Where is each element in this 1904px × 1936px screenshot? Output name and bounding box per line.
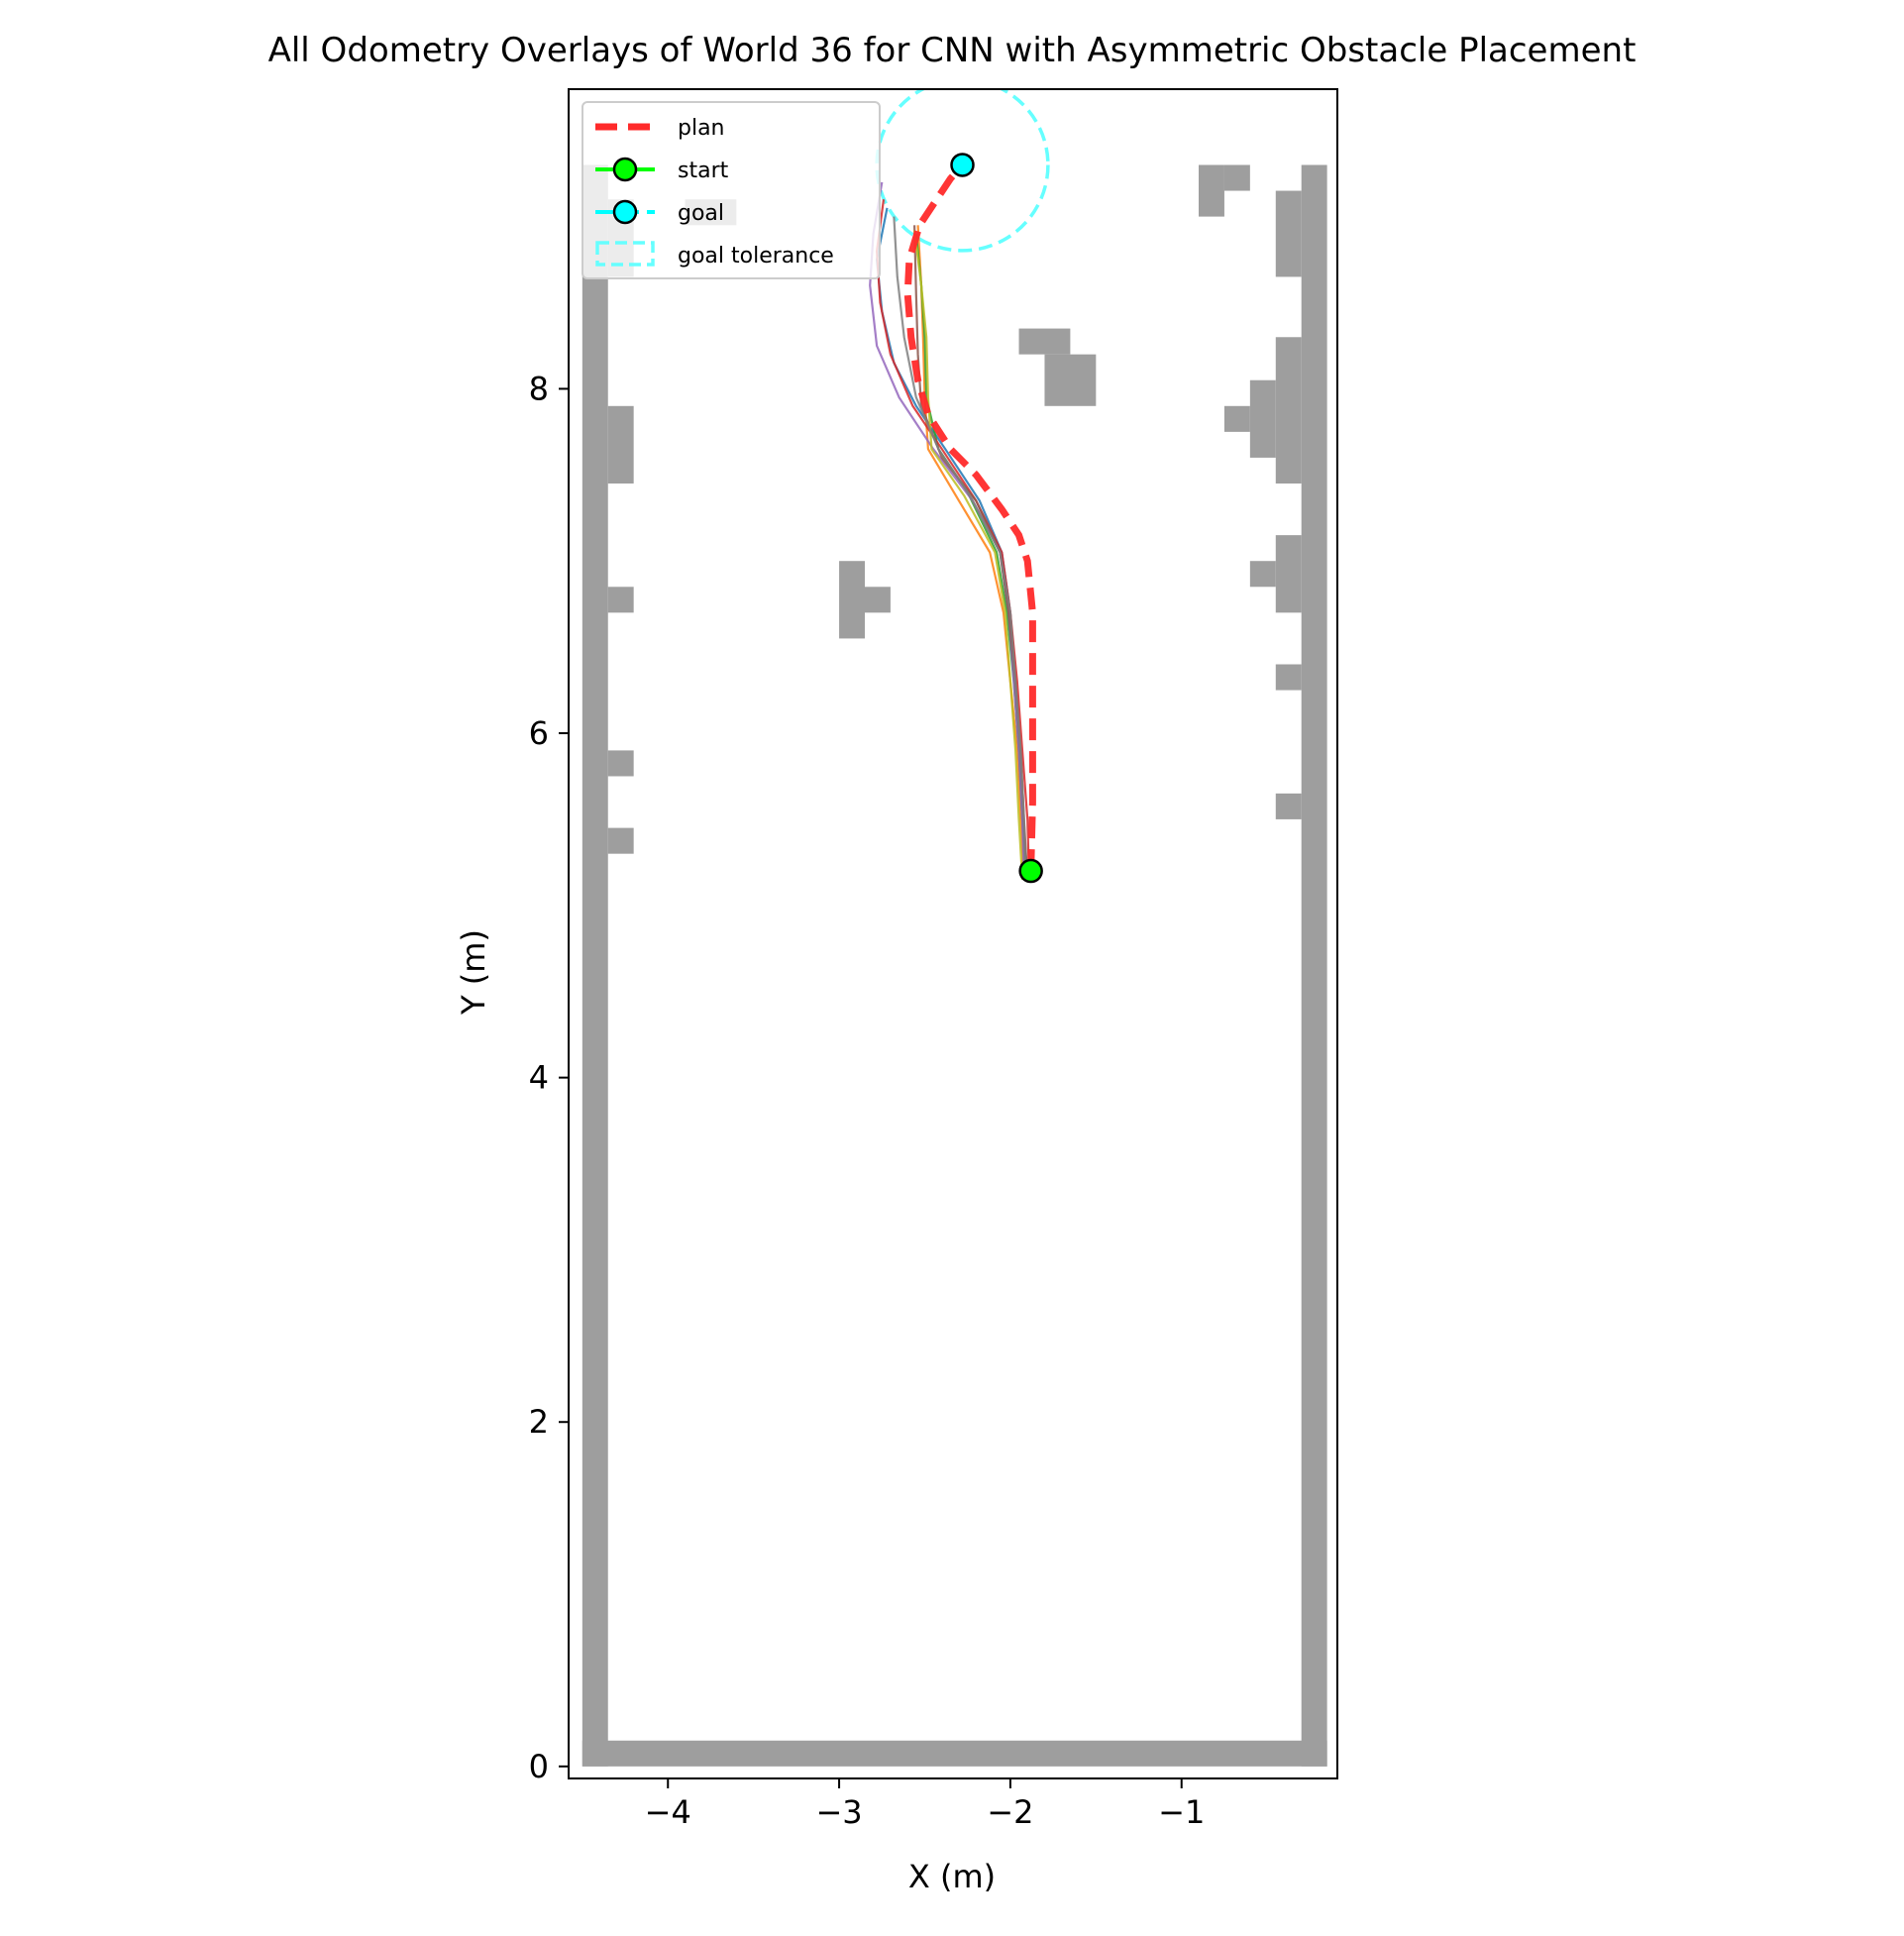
obstacle-cell bbox=[1223, 405, 1250, 432]
obstacle-cell bbox=[582, 164, 608, 1767]
odometry-trace bbox=[914, 233, 1027, 880]
y-axis-label: Y (m) bbox=[455, 929, 492, 1016]
obstacle-cell bbox=[1275, 337, 1302, 484]
x-tick-label: −2 bbox=[987, 1793, 1033, 1831]
legend-box bbox=[582, 101, 881, 279]
obstacle-cell bbox=[607, 587, 634, 613]
y-tick-label: 8 bbox=[529, 370, 549, 407]
obstacle-cell bbox=[1301, 164, 1327, 1767]
legend-label: start bbox=[678, 159, 729, 183]
odometry-trace bbox=[893, 216, 1027, 880]
plot-area bbox=[582, 89, 1327, 1767]
obstacle-cell bbox=[1275, 793, 1302, 819]
goal-tolerance-circle bbox=[875, 89, 1050, 253]
obstacle-cell bbox=[1223, 164, 1250, 191]
legend-label: plan bbox=[678, 116, 725, 141]
obstacle-cell bbox=[1044, 354, 1097, 406]
x-tick-label: −1 bbox=[1158, 1793, 1205, 1831]
obstacle-cell bbox=[1275, 190, 1302, 277]
obstacle-cell bbox=[864, 587, 891, 613]
obstacle-cell bbox=[607, 827, 634, 854]
odometry-trace bbox=[913, 230, 1024, 880]
obstacle-cell bbox=[1275, 664, 1302, 691]
obstacle-cell bbox=[1275, 535, 1302, 613]
plan-line bbox=[903, 162, 1036, 872]
legend-handle-marker bbox=[612, 199, 638, 225]
y-tick-label: 4 bbox=[529, 1059, 549, 1097]
obstacle-cell bbox=[839, 561, 865, 639]
obstacle-cell bbox=[1199, 164, 1224, 217]
x-tick-label: −3 bbox=[815, 1793, 862, 1831]
odometry-trace bbox=[876, 207, 1029, 880]
plot-frame bbox=[568, 88, 1338, 1779]
odometry-trace bbox=[913, 225, 1029, 880]
x-axis-label: X (m) bbox=[908, 1858, 996, 1895]
x-tick-label: −4 bbox=[645, 1793, 691, 1831]
obstacle-cell bbox=[607, 405, 634, 484]
obstacle-cell bbox=[582, 1740, 1327, 1767]
obstacle-cell bbox=[1249, 561, 1276, 588]
legend-label: goal bbox=[678, 201, 724, 226]
legend-label: goal tolerance bbox=[678, 244, 834, 269]
odometry-trace bbox=[916, 225, 1025, 880]
chart-title: All Odometry Overlays of World 36 for CN… bbox=[268, 31, 1637, 70]
obstacle-cell bbox=[1018, 328, 1071, 355]
y-tick-label: 6 bbox=[529, 714, 549, 752]
obstacle-cell bbox=[607, 750, 634, 777]
y-tick-label: 2 bbox=[529, 1403, 549, 1441]
goal-marker bbox=[950, 153, 975, 177]
start-marker bbox=[1018, 858, 1043, 884]
legend-handle-marker bbox=[612, 157, 638, 182]
odometry-trace bbox=[869, 181, 1025, 880]
obstacle-cell bbox=[1249, 379, 1276, 458]
legend-handle-tolerance bbox=[595, 241, 655, 267]
y-tick-label: 0 bbox=[529, 1748, 549, 1785]
